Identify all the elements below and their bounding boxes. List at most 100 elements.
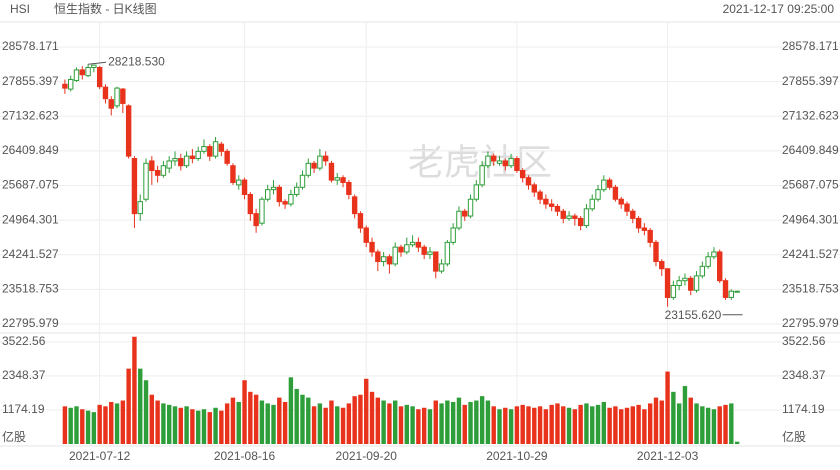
candle-body xyxy=(369,241,375,253)
volume-bar xyxy=(549,404,554,444)
volume-bar xyxy=(607,407,612,444)
candle-body xyxy=(433,251,439,272)
candle-body xyxy=(711,251,717,258)
candle-body xyxy=(560,210,566,219)
candle-body xyxy=(728,290,735,298)
volume-bar xyxy=(613,406,618,444)
volume-bar xyxy=(271,404,276,444)
volume-bar xyxy=(259,400,265,444)
y-tick-label: 24964.301 xyxy=(782,212,839,226)
candle-body xyxy=(618,198,624,205)
volume-tick-label: 1174.19 xyxy=(2,402,45,416)
candle-body xyxy=(340,177,346,183)
volume-bar xyxy=(282,401,288,444)
candle-body xyxy=(438,263,445,272)
volume-bar xyxy=(462,404,467,444)
candle-body xyxy=(670,284,677,298)
candle-body xyxy=(236,179,242,186)
volume-bar xyxy=(230,397,236,444)
candle-body xyxy=(96,67,103,88)
candle-body xyxy=(143,162,149,200)
candle-body xyxy=(276,186,283,203)
volume-bar xyxy=(120,400,126,444)
volume-bar xyxy=(265,403,270,444)
candle-body xyxy=(676,280,682,286)
volume-bar xyxy=(161,403,166,444)
candle-body xyxy=(120,88,126,104)
low-label: 23155.620 xyxy=(665,308,722,322)
volume-bar xyxy=(723,404,728,444)
y-tick-label: 27132.623 xyxy=(2,108,59,122)
candle-body xyxy=(496,160,503,164)
volume-bar xyxy=(508,409,514,444)
y-tick-label: 24241.527 xyxy=(782,247,839,261)
candle-body xyxy=(479,165,485,186)
volume-bar xyxy=(195,410,201,444)
volume-tick-label: 1174.19 xyxy=(782,402,825,416)
high-label: 28218.530 xyxy=(108,54,165,68)
volume-bar xyxy=(624,407,630,444)
candle-body xyxy=(351,196,358,215)
candle-body xyxy=(659,261,665,270)
volume-bar xyxy=(68,407,73,444)
volume-bar xyxy=(485,400,491,444)
volume-bar xyxy=(352,396,357,444)
volume-bar xyxy=(300,394,305,444)
candle-body xyxy=(386,256,393,265)
volume-bar xyxy=(317,403,323,444)
volume-bar xyxy=(236,401,241,444)
volume-bar xyxy=(277,397,282,444)
candle-body xyxy=(392,246,398,265)
volume-bar xyxy=(410,406,415,444)
candle-body xyxy=(717,251,723,282)
volume-bar xyxy=(543,409,549,444)
volume-bar xyxy=(85,410,91,444)
candle-body xyxy=(531,184,537,193)
volume-bar xyxy=(381,400,386,444)
x-tick-label: 2021-10-29 xyxy=(486,449,548,463)
candle-body xyxy=(699,265,706,277)
volume-bar xyxy=(155,400,160,444)
candle-body xyxy=(688,277,694,291)
candle-body xyxy=(664,268,671,298)
candle-body xyxy=(473,184,480,200)
candle-body xyxy=(334,177,340,181)
volume-bar xyxy=(97,404,102,444)
candle-body xyxy=(595,189,601,200)
volume-bar xyxy=(126,368,131,444)
volume-bar xyxy=(393,400,398,444)
candle-body xyxy=(212,141,219,157)
y-tick-label: 25687.075 xyxy=(782,178,839,192)
volume-bar xyxy=(705,407,711,444)
candle-body xyxy=(230,165,236,183)
candle-body xyxy=(375,251,381,263)
candle-body xyxy=(519,170,526,179)
volume-bar xyxy=(717,406,722,444)
timestamp: 2021-12-17 09:25:00 xyxy=(723,2,835,16)
candle-body xyxy=(450,227,456,243)
candle-body xyxy=(612,186,619,200)
volume-bar xyxy=(479,396,485,444)
candle-body xyxy=(363,227,369,243)
volume-bar xyxy=(323,407,328,444)
candle-body xyxy=(195,150,201,160)
volume-bar xyxy=(398,406,404,444)
candle-body xyxy=(183,155,190,167)
candle-body xyxy=(114,87,120,107)
candle-body xyxy=(537,191,543,200)
candle-body xyxy=(624,203,630,212)
volume-bar xyxy=(671,391,676,444)
volume-bar xyxy=(590,406,595,444)
candle-body xyxy=(380,256,387,263)
volume-bar xyxy=(143,380,149,444)
candle-body xyxy=(172,158,178,162)
candle-body xyxy=(427,251,433,255)
volume-bar xyxy=(572,409,578,444)
candle-body xyxy=(357,213,364,229)
candle-body xyxy=(693,275,700,291)
volume-tick-label: 2348.37 xyxy=(2,368,46,382)
volume-bar xyxy=(561,406,566,444)
volume-bar xyxy=(201,409,207,444)
candle-body xyxy=(166,160,172,169)
candle-body xyxy=(415,241,422,248)
